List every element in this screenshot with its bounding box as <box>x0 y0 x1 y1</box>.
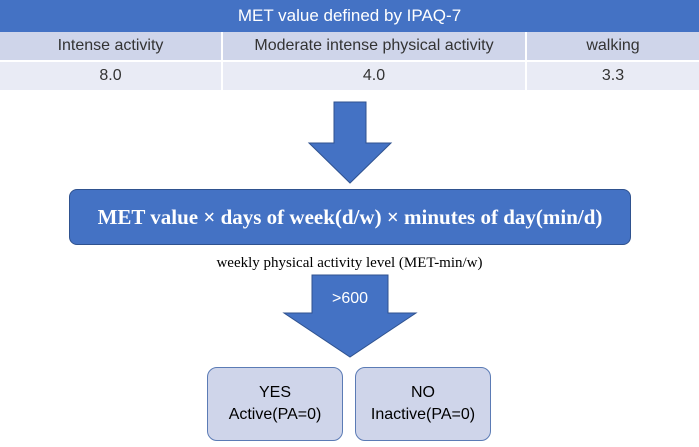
value-moderate: 4.0 <box>223 62 527 90</box>
no-inactive-box: NO Inactive(PA=0) <box>355 367 491 441</box>
met-table: MET value defined by IPAQ-7 Intense acti… <box>0 0 699 90</box>
no-label: NO <box>411 384 435 401</box>
threshold-arrow-icon <box>282 274 418 358</box>
value-intense: 8.0 <box>0 62 223 90</box>
threshold-label: >600 <box>331 290 369 307</box>
header-intense: Intense activity <box>0 32 223 60</box>
yes-label: YES <box>258 384 291 401</box>
yes-active-box: YES Active(PA=0) <box>207 367 343 441</box>
inactive-label: Inactive(PA=0) <box>370 406 476 423</box>
down-arrow-icon <box>307 101 393 184</box>
header-moderate: Moderate intense physical activity <box>223 32 527 60</box>
table-value-row: 8.0 4.0 3.3 <box>0 62 699 90</box>
table-header-row: Intense activity Moderate intense physic… <box>0 32 699 62</box>
header-walking: walking <box>586 37 640 54</box>
table-title: MET value defined by IPAQ-7 <box>0 0 699 32</box>
formula-box: MET value × days of week(d/w) × minutes … <box>69 189 631 245</box>
value-walking: 3.3 <box>601 67 625 84</box>
formula-caption: weekly physical activity level (MET-min/… <box>216 255 483 271</box>
active-label: Active(PA=0) <box>228 406 322 423</box>
